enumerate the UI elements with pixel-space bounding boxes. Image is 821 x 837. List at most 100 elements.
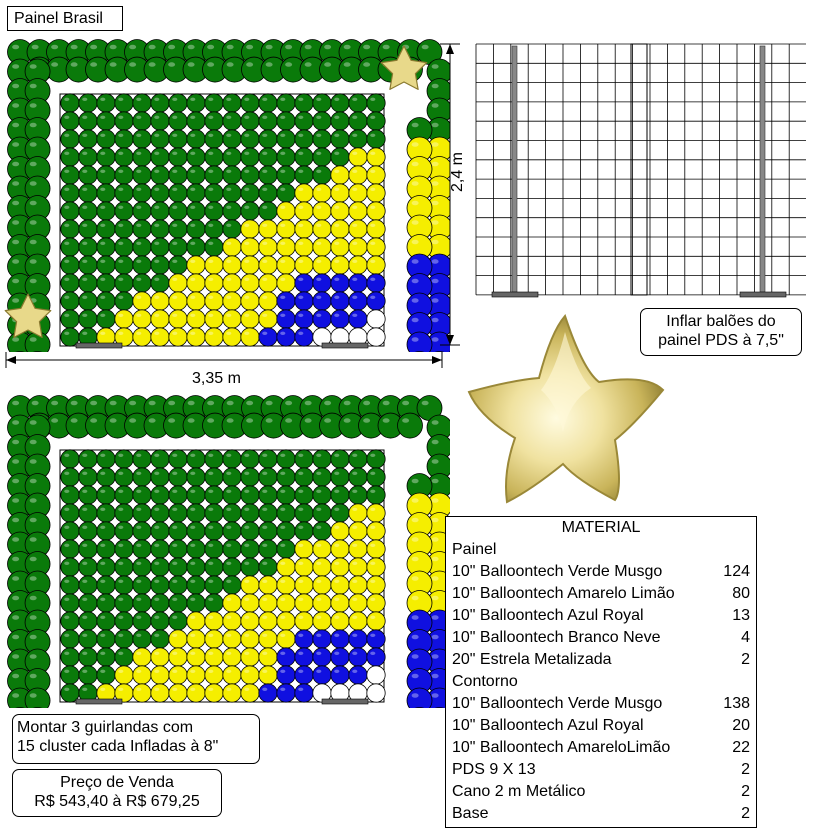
frame-balloon bbox=[7, 234, 33, 260]
panel-balloon bbox=[168, 147, 188, 167]
panel-balloon bbox=[150, 557, 170, 577]
frame-balloon bbox=[24, 195, 51, 221]
panel-balloon bbox=[60, 291, 80, 311]
frame-balloon bbox=[426, 609, 450, 636]
frame-balloon bbox=[65, 412, 92, 439]
panel-balloon bbox=[222, 183, 242, 203]
panel-balloon bbox=[258, 147, 278, 167]
panel-balloon bbox=[60, 521, 80, 541]
panel-balloon bbox=[204, 575, 224, 595]
panel-balloon bbox=[276, 665, 296, 685]
price-box: Preço de Venda R$ 543,40 à R$ 679,25 bbox=[12, 769, 222, 817]
panel-balloon bbox=[96, 291, 116, 311]
frame-balloon bbox=[280, 56, 306, 83]
panel-balloon bbox=[348, 237, 368, 257]
panel-balloon bbox=[276, 309, 296, 329]
panel-balloon bbox=[240, 539, 260, 559]
panel-balloon bbox=[366, 629, 386, 649]
panel-balloon bbox=[258, 309, 278, 329]
panel-balloon bbox=[312, 237, 332, 257]
panel-balloon bbox=[132, 309, 152, 329]
frame-balloon bbox=[24, 234, 51, 260]
panel-balloon bbox=[78, 647, 98, 667]
panel-balloon bbox=[330, 291, 350, 311]
frame-balloon bbox=[397, 412, 423, 439]
panel-balloon bbox=[330, 129, 350, 149]
panel-balloon bbox=[258, 93, 278, 113]
panel-balloon bbox=[312, 647, 332, 667]
panel-balloon bbox=[150, 467, 170, 487]
panel-balloon bbox=[204, 327, 224, 347]
panel-balloon bbox=[276, 683, 296, 703]
panel-balloon bbox=[330, 93, 350, 113]
panel-balloon bbox=[132, 93, 152, 113]
panel-balloon bbox=[222, 327, 242, 347]
panel-balloon bbox=[96, 575, 116, 595]
panel-balloon bbox=[222, 165, 242, 185]
garland-note-box: Montar 3 guirlandas com 15 cluster cada … bbox=[12, 714, 260, 764]
panel-balloon bbox=[168, 485, 188, 505]
pds-pole bbox=[759, 45, 766, 293]
panel-balloon bbox=[294, 111, 314, 131]
frame-balloon bbox=[24, 434, 51, 460]
panel-balloon bbox=[312, 593, 332, 613]
pds-base bbox=[739, 291, 787, 298]
panel-balloon bbox=[204, 539, 224, 559]
panel-balloon bbox=[114, 147, 134, 167]
panel-balloon bbox=[258, 449, 278, 469]
panel-balloon bbox=[132, 485, 152, 505]
panel-balloon bbox=[258, 647, 278, 667]
frame-balloon bbox=[406, 648, 433, 675]
panel-balloon bbox=[348, 219, 368, 239]
panel-balloon bbox=[114, 593, 134, 613]
panel-balloon bbox=[312, 665, 332, 685]
panel-balloon bbox=[96, 165, 116, 185]
panel-balloon bbox=[114, 611, 134, 631]
panel-balloon bbox=[132, 467, 152, 487]
panel-balloon bbox=[114, 291, 134, 311]
panel-balloon bbox=[294, 521, 314, 541]
panel-balloon bbox=[132, 291, 152, 311]
panel-balloon bbox=[222, 93, 242, 113]
panel-balloon bbox=[60, 485, 80, 505]
width-dimension-line bbox=[5, 352, 443, 368]
panel-balloon bbox=[348, 629, 368, 649]
panel-balloon bbox=[312, 165, 332, 185]
frame-balloon bbox=[104, 412, 131, 439]
panel-balloon bbox=[276, 237, 296, 257]
frame-balloon bbox=[414, 707, 425, 708]
panel-balloon bbox=[330, 111, 350, 131]
panel-balloon bbox=[240, 611, 260, 631]
panel-balloon bbox=[60, 557, 80, 577]
panel-balloon bbox=[60, 219, 80, 239]
panel-balloon bbox=[168, 273, 188, 293]
panel-balloon bbox=[366, 485, 386, 505]
panel-balloon bbox=[204, 129, 224, 149]
panel-balloon bbox=[240, 485, 260, 505]
panel-balloon bbox=[294, 629, 314, 649]
panel-balloon bbox=[186, 683, 206, 703]
material-row: PDS 9 X 13 2 bbox=[452, 761, 750, 778]
panel-balloon bbox=[330, 557, 350, 577]
frame-balloon bbox=[24, 78, 51, 104]
panel-balloon bbox=[204, 291, 224, 311]
panel-balloon bbox=[168, 327, 188, 347]
panel-balloon bbox=[312, 503, 332, 523]
panel-balloon bbox=[150, 485, 170, 505]
panel-balloon bbox=[366, 467, 386, 487]
panel-balloon bbox=[96, 629, 116, 649]
panel-balloon bbox=[78, 129, 98, 149]
panel-balloon bbox=[186, 291, 206, 311]
panel-balloon bbox=[348, 557, 368, 577]
panel-balloon bbox=[150, 255, 170, 275]
panel-balloon bbox=[294, 291, 314, 311]
panel-balloon bbox=[366, 665, 386, 685]
panel-balloon bbox=[96, 147, 116, 167]
panel-balloon bbox=[132, 665, 152, 685]
panel-balloon bbox=[222, 683, 242, 703]
panel-balloon bbox=[294, 503, 314, 523]
panel-balloon bbox=[258, 467, 278, 487]
material-row: 10" Balloontech Amarelo Limão 80 bbox=[452, 585, 750, 602]
panel-balloon bbox=[276, 647, 296, 667]
panel-balloon bbox=[294, 129, 314, 149]
